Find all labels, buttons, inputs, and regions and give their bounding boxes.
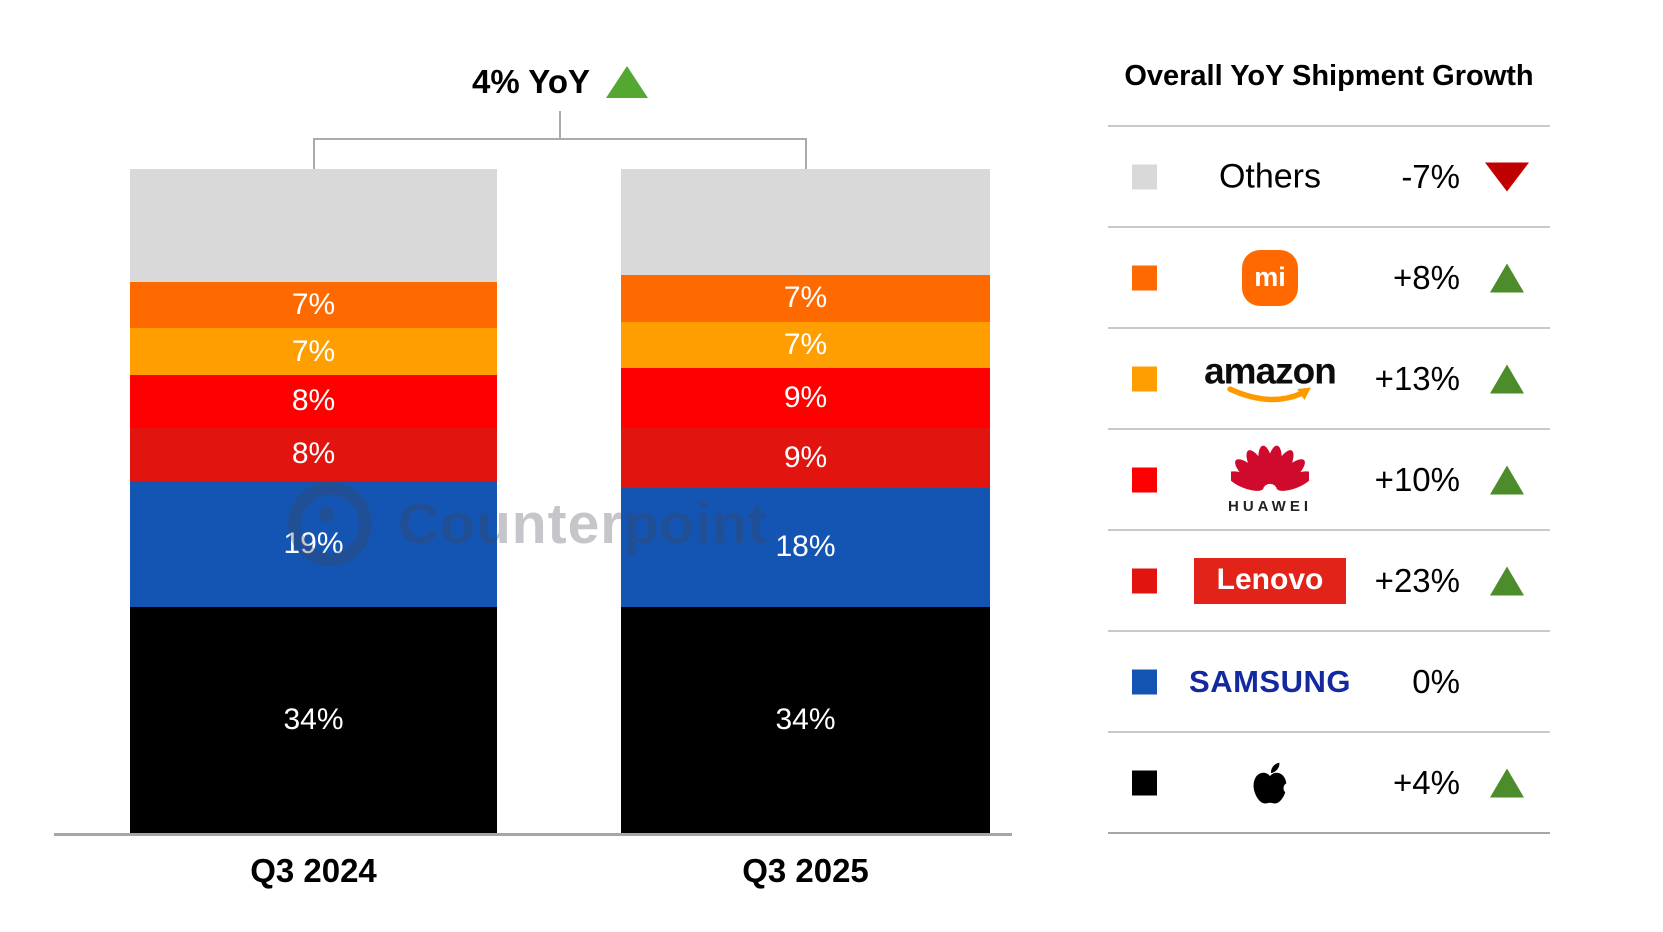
huawei-logo: HUAWEI — [1228, 445, 1312, 515]
segment-xiaomi-q3-2025: 7% — [621, 275, 990, 322]
amazon-logo-cell: amazon — [1165, 352, 1375, 405]
legend-swatch-samsung — [1132, 669, 1157, 694]
legend-swatch-huawei — [1132, 467, 1157, 492]
lenovo-logo-cell: Lenovo — [1165, 557, 1375, 604]
stacked-bar-q3-2025: 7% 7% 9% 9% 18% 34% — [621, 169, 990, 833]
segment-amazon-q3-2024: 7% — [130, 328, 497, 375]
segment-value-label: 34% — [775, 703, 836, 737]
segment-value-label: 8% — [291, 384, 336, 418]
segment-value-label: 7% — [291, 334, 336, 368]
legend-value-huawei: +10% — [1374, 460, 1460, 498]
segment-apple-q3-2024: 34% — [130, 607, 497, 833]
segment-value-label: 19% — [283, 527, 344, 561]
xiaomi-logo-cell: mi — [1165, 249, 1375, 306]
segment-amazon-q3-2025: 7% — [621, 321, 990, 369]
legend-rows: Others -7% mi +8% amazon +13% HUAWEI +10% Lenovo… — [1108, 125, 1550, 834]
stacked-bar-q3-2024: 7% 7% 8% 8% 19% 34% — [130, 169, 497, 833]
apple-logo-cell — [1165, 754, 1375, 812]
segment-value-label: 18% — [775, 530, 836, 564]
legend-title: Overall YoY Shipment Growth — [1124, 60, 1534, 92]
bracket-horizontal-line — [313, 138, 807, 140]
segment-value-label: 8% — [291, 437, 336, 471]
up-triangle-icon — [1490, 364, 1524, 393]
segment-value-label: 34% — [283, 703, 344, 737]
category-label-q3-2025: Q3 2025 — [742, 852, 869, 889]
legend-value-apple: +4% — [1393, 763, 1460, 801]
segment-samsung-q3-2024: 19% — [130, 481, 497, 608]
legend-swatch-others — [1132, 164, 1157, 189]
overall-growth-header: 4% YoY — [380, 58, 740, 106]
x-axis-baseline — [54, 833, 1012, 836]
legend-row-lenovo: Lenovo +23% — [1108, 531, 1550, 632]
others-label: Others — [1218, 157, 1322, 195]
segment-lenovo-q3-2025: 9% — [621, 427, 990, 488]
segment-huawei-q3-2025: 9% — [621, 368, 990, 428]
legend-value-lenovo: +23% — [1374, 561, 1460, 599]
up-triangle-icon — [1490, 768, 1524, 797]
samsung-logo-cell: SAMSUNG — [1165, 664, 1375, 700]
segment-huawei-q3-2024: 8% — [130, 374, 497, 428]
segment-others-q3-2025 — [621, 169, 990, 276]
overall-growth-label: 4% YoY — [472, 63, 590, 100]
legend-swatch-amazon — [1132, 366, 1157, 391]
amazon-smile-icon — [1227, 385, 1311, 402]
legend-swatch-xiaomi — [1132, 265, 1157, 290]
legend-row-samsung: SAMSUNG 0% — [1108, 632, 1550, 733]
bracket-left-drop-line — [313, 138, 315, 169]
segment-value-label: 9% — [783, 440, 828, 474]
legend-value-amazon: +13% — [1374, 359, 1460, 397]
xiaomi-mi-logo: mi — [1242, 249, 1298, 306]
segment-value-label: 7% — [783, 281, 828, 315]
legend-swatch-apple — [1132, 770, 1157, 795]
down-triangle-icon — [1485, 162, 1529, 191]
legend-row-others: Others -7% — [1108, 127, 1550, 228]
legend-row-apple: +4% — [1108, 733, 1550, 834]
up-triangle-icon — [1490, 263, 1524, 292]
segment-value-label: 7% — [783, 327, 828, 361]
legend-row-amazon: amazon +13% — [1108, 329, 1550, 430]
legend-swatch-lenovo — [1132, 568, 1157, 593]
up-triangle-icon — [606, 66, 648, 98]
segment-value-label: 7% — [291, 288, 336, 322]
bracket-right-drop-line — [805, 138, 807, 169]
segment-value-label: 9% — [783, 381, 828, 415]
legend-row-huawei: HUAWEI +10% — [1108, 430, 1550, 531]
apple-logo-icon — [1253, 762, 1295, 803]
legend-value-others: -7% — [1401, 157, 1460, 195]
legend-row-xiaomi: mi +8% — [1108, 228, 1550, 329]
segment-others-q3-2024 — [130, 169, 497, 282]
bracket-stem-line — [559, 111, 561, 139]
others-logo-cell: Others — [1165, 157, 1375, 196]
legend-value-xiaomi: +8% — [1393, 258, 1460, 296]
segment-lenovo-q3-2024: 8% — [130, 427, 497, 482]
samsung-logo: SAMSUNG — [1189, 663, 1351, 699]
amazon-logo: amazon — [1204, 352, 1337, 405]
up-triangle-icon — [1490, 465, 1524, 494]
up-triangle-icon — [1490, 566, 1524, 595]
segment-apple-q3-2025: 34% — [621, 607, 990, 833]
segment-samsung-q3-2025: 18% — [621, 487, 990, 608]
huawei-flower-icon — [1231, 445, 1309, 491]
lenovo-logo: Lenovo — [1194, 557, 1346, 604]
legend-value-samsung: 0% — [1412, 662, 1460, 700]
category-label-q3-2024: Q3 2024 — [250, 852, 377, 889]
huawei-logo-cell: HUAWEI — [1165, 445, 1375, 515]
segment-xiaomi-q3-2024: 7% — [130, 281, 497, 329]
